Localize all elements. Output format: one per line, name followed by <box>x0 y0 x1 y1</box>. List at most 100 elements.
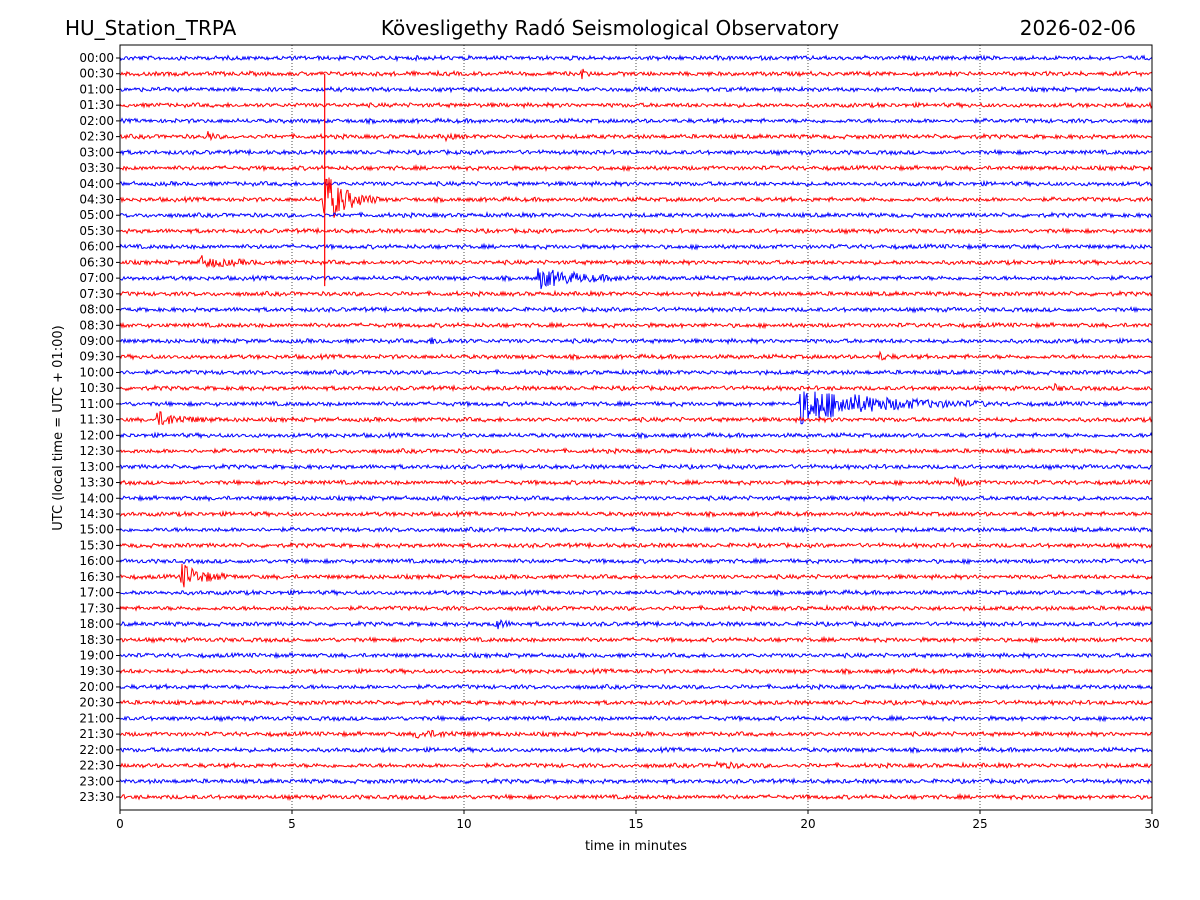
trace-18:30 <box>119 635 1153 644</box>
trace-04:00 <box>119 179 1153 188</box>
y-tick-label: 11:00 <box>79 397 114 411</box>
y-tick-label: 08:30 <box>79 318 114 332</box>
x-tick-label: 0 <box>116 817 124 831</box>
trace-19:00 <box>119 651 1153 660</box>
plot-frame <box>119 44 1153 811</box>
x-tick-label: 5 <box>288 817 296 831</box>
y-tick-label: 21:00 <box>79 711 114 725</box>
trace-01:30 <box>119 101 1153 110</box>
y-tick-label: 18:00 <box>79 617 114 631</box>
y-tick-label: 15:30 <box>79 538 114 552</box>
trace-11:30 <box>119 411 1153 426</box>
trace-12:30 <box>119 446 1153 455</box>
y-tick-label: 05:00 <box>79 208 114 222</box>
trace-15:30 <box>119 541 1153 550</box>
trace-09:00 <box>119 337 1153 346</box>
y-tick-label: 04:30 <box>79 193 114 207</box>
y-tick-label: 16:00 <box>79 554 114 568</box>
y-tick-label: 22:00 <box>79 743 114 757</box>
y-tick-label: 21:30 <box>79 727 114 741</box>
y-tick-label: 23:00 <box>79 774 114 788</box>
y-tick-label: 10:30 <box>79 381 114 395</box>
y-tick-label: 03:00 <box>79 145 114 159</box>
trace-11:00 <box>119 391 1153 425</box>
trace-15:00 <box>119 525 1153 534</box>
trace-05:00 <box>119 210 1153 219</box>
y-tick-label: 19:30 <box>79 664 114 678</box>
y-tick-label: 13:00 <box>79 460 114 474</box>
trace-22:00 <box>119 745 1153 755</box>
y-tick-label: 19:00 <box>79 648 114 662</box>
trace-10:30 <box>119 382 1153 393</box>
y-tick-label: 01:30 <box>79 98 114 112</box>
trace-06:00 <box>119 242 1153 251</box>
trace-03:00 <box>119 148 1153 157</box>
trace-13:00 <box>119 462 1153 471</box>
trace-lines <box>119 54 1153 801</box>
grid-lines <box>291 45 981 810</box>
x-tick-label: 20 <box>800 817 815 831</box>
y-tick-label: 03:30 <box>79 161 114 175</box>
y-tick-label: 09:00 <box>79 334 114 348</box>
trace-04:30 <box>119 177 1153 218</box>
y-tick-label: 15:00 <box>79 523 114 537</box>
trace-12:00 <box>119 431 1153 440</box>
x-tick-label: 25 <box>972 817 987 831</box>
y-tick-label: 06:00 <box>79 240 114 254</box>
trace-06:30 <box>119 255 1153 269</box>
y-tick-label: 18:30 <box>79 633 114 647</box>
y-tick-label: 06:30 <box>79 255 114 269</box>
x-axis-ticks: 0 5 10 15 20 25 30 <box>116 810 1160 831</box>
y-tick-label: 00:00 <box>79 51 114 65</box>
station-name: HU_Station_TRPA <box>65 16 237 40</box>
trace-19:30 <box>119 667 1153 676</box>
trace-18:00 <box>119 618 1153 630</box>
y-tick-label: 09:30 <box>79 350 114 364</box>
trace-02:00 <box>119 116 1153 126</box>
y-tick-label: 22:30 <box>79 759 114 773</box>
trace-20:00 <box>119 682 1153 691</box>
y-tick-label: 17:00 <box>79 586 114 600</box>
y-tick-label: 12:30 <box>79 444 114 458</box>
trace-03:30 <box>119 163 1153 173</box>
trace-05:30 <box>119 226 1153 235</box>
chart-date: 2026-02-06 <box>1020 16 1136 40</box>
y-tick-label: 07:00 <box>79 271 114 285</box>
trace-21:00 <box>119 714 1153 723</box>
y-tick-label: 02:30 <box>79 130 114 144</box>
trace-14:00 <box>119 494 1153 503</box>
trace-00:30 <box>119 68 1153 80</box>
trace-16:00 <box>119 556 1153 566</box>
trace-14:30 <box>119 509 1153 519</box>
trace-17:30 <box>119 604 1153 612</box>
y-tick-label: 14:30 <box>79 507 114 521</box>
trace-02:30 <box>119 131 1153 143</box>
x-axis-label: time in minutes <box>585 839 687 854</box>
y-tick-label: 08:00 <box>79 303 114 317</box>
y-tick-label: 10:00 <box>79 365 114 379</box>
trace-17:00 <box>119 588 1153 597</box>
y-tick-label: 17:30 <box>79 601 114 615</box>
x-tick-label: 30 <box>1144 817 1159 831</box>
y-tick-label: 00:30 <box>79 67 114 81</box>
chart-title: Kövesligethy Radó Seismological Observat… <box>381 16 839 40</box>
x-tick-label: 10 <box>456 817 471 831</box>
y-tick-label: 23:30 <box>79 790 114 804</box>
trace-23:30 <box>119 792 1153 801</box>
trace-23:00 <box>119 777 1153 786</box>
y-tick-label: 02:00 <box>79 114 114 128</box>
trace-08:30 <box>119 321 1153 330</box>
y-tick-label: 01:00 <box>79 82 114 96</box>
trace-07:30 <box>119 289 1153 298</box>
trace-01:00 <box>119 85 1153 94</box>
trace-10:00 <box>119 368 1153 377</box>
y-tick-label: 14:00 <box>79 491 114 505</box>
trace-22:30 <box>119 760 1153 770</box>
trace-20:30 <box>119 698 1153 707</box>
trace-21:30 <box>119 729 1153 739</box>
y-tick-label: 20:30 <box>79 696 114 710</box>
y-tick-label: 12:00 <box>79 428 114 442</box>
y-tick-label: 05:30 <box>79 224 114 238</box>
trace-13:30 <box>119 476 1153 487</box>
